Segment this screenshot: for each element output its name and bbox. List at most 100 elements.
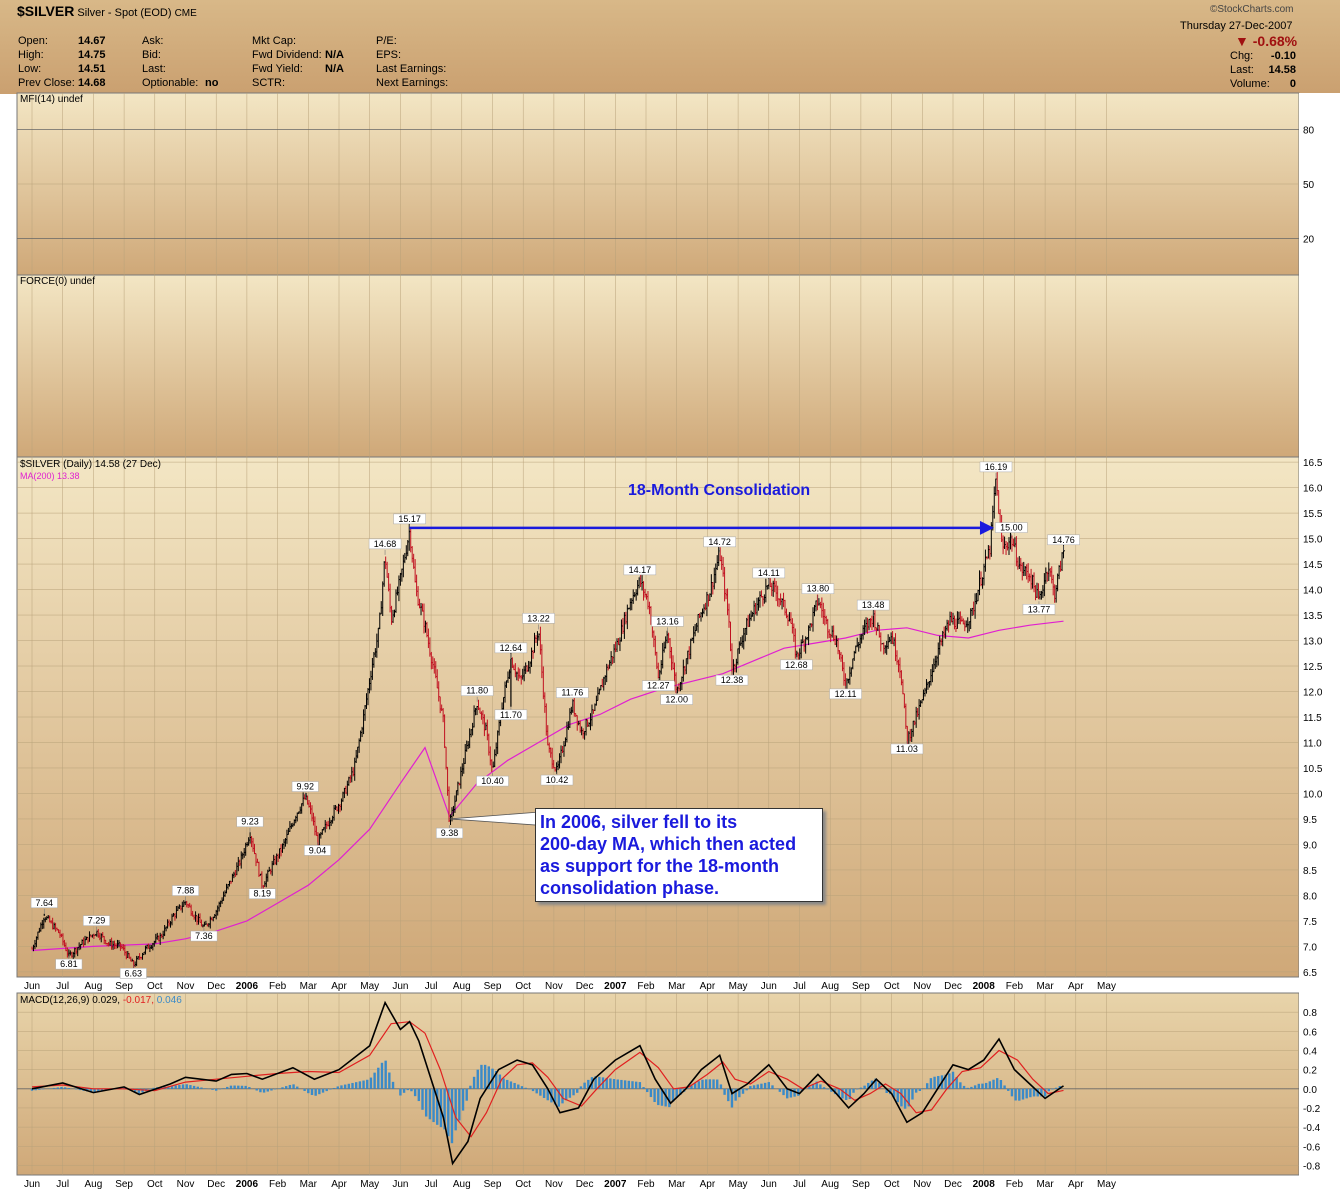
- macd-histogram-bar: [517, 1084, 520, 1089]
- macd-histogram-bar: [752, 1085, 756, 1089]
- macd-histogram-bar: [288, 1084, 292, 1089]
- macd-histogram-bar: [598, 1076, 601, 1089]
- x-tick-label-macd: Jul: [425, 1179, 438, 1190]
- macd-histogram-bar: [646, 1088, 649, 1093]
- macd-histogram-bar: [443, 1088, 446, 1130]
- macd-histogram-bar: [1025, 1088, 1028, 1099]
- price-y-tick-label: 14.5: [1303, 560, 1323, 571]
- macd-histogram-bar: [1036, 1088, 1039, 1097]
- macd-histogram-bar: [97, 1088, 100, 1092]
- macd-histogram-bar: [605, 1077, 608, 1089]
- macd-histogram-bar: [259, 1088, 262, 1093]
- macd-histogram-bar: [723, 1088, 726, 1095]
- price-y-tick-label: 10.0: [1303, 789, 1323, 800]
- annotation-callout: In 2006, silver fell to its 200-day MA, …: [535, 808, 823, 902]
- point-label: 14.72: [708, 537, 731, 547]
- macd-histogram-bar: [233, 1085, 236, 1089]
- macd-y-tick-label: -0.4: [1303, 1123, 1321, 1134]
- symbol: $SILVER: [17, 3, 75, 19]
- macd-histogram-bar: [170, 1086, 174, 1089]
- macd-histogram-bar: [914, 1088, 918, 1093]
- x-tick-label-macd: Aug: [821, 1179, 839, 1190]
- point-label-box: [829, 688, 862, 700]
- macd-histogram-bar: [461, 1088, 465, 1111]
- macd-histogram-bar: [1051, 1088, 1054, 1090]
- macd-histogram-bar: [30, 1088, 34, 1091]
- macd-histogram-bar: [476, 1069, 479, 1089]
- x-tick-label-macd: Jun: [392, 1179, 408, 1190]
- low-value: 14.51: [78, 63, 106, 75]
- macd-histogram-bar: [863, 1085, 866, 1089]
- price-y-tick-label: 9.0: [1303, 840, 1317, 851]
- macd-histogram-bar: [542, 1088, 546, 1098]
- macd-histogram-bar: [561, 1088, 564, 1104]
- macd-histogram-bar: [568, 1088, 572, 1098]
- macd-histogram-bar: [786, 1088, 789, 1099]
- annotation-line-4: consolidation phase.: [540, 878, 720, 898]
- chg-label: Chg:: [1230, 50, 1254, 62]
- x-tick-label-price: Apr: [700, 981, 716, 992]
- mfi-y-tick-label: 20: [1303, 235, 1315, 246]
- point-label-box: [715, 674, 749, 686]
- annotation-layer: [409, 520, 994, 827]
- macd-histogram-bar: [506, 1079, 509, 1089]
- x-tick-label-macd: Jun: [24, 1179, 40, 1190]
- macd-histogram-bar: [594, 1076, 597, 1089]
- macd-histogram-bar: [89, 1088, 93, 1093]
- point-label-box: [55, 958, 83, 970]
- optionable-value: no: [205, 77, 219, 89]
- macd-histogram-bar: [52, 1087, 56, 1089]
- point-label: 12.64: [500, 643, 523, 653]
- macd-histogram-bar: [657, 1088, 660, 1106]
- macd-histogram-bar: [756, 1084, 759, 1089]
- macd-histogram-bar: [373, 1072, 376, 1089]
- macd-histogram-bar: [749, 1086, 752, 1089]
- macd-histogram-bar: [693, 1083, 697, 1089]
- macd-histogram-bar: [1054, 1087, 1058, 1089]
- x-tick-label-price: Oct: [515, 981, 531, 992]
- x-tick-label-macd: Feb: [637, 1179, 655, 1190]
- macd-histogram-bar: [697, 1081, 701, 1089]
- macd-histogram-bar: [483, 1064, 487, 1089]
- macd-histogram-bar: [660, 1088, 664, 1106]
- point-label: 14.17: [629, 565, 652, 575]
- x-tick-label-macd: Mar: [668, 1179, 686, 1190]
- macd-histogram-bar: [178, 1084, 181, 1089]
- point-label-box: [660, 694, 693, 705]
- fwd-yield-label: Fwd Yield:: [252, 63, 303, 75]
- macd-histogram-bar: [270, 1088, 273, 1091]
- macd-histogram-bar: [738, 1088, 741, 1098]
- sctr-label: SCTR:: [252, 77, 285, 89]
- x-tick-label-macd: May: [1097, 1179, 1116, 1190]
- x-tick-label-macd: Dec: [944, 1179, 962, 1190]
- point-label-box: [368, 538, 402, 550]
- macd-histogram-bar: [874, 1078, 877, 1089]
- macd-histogram-bar: [340, 1085, 343, 1089]
- macd-histogram-bar: [60, 1087, 63, 1089]
- axis-labels-layer: Jun Jun Jul Jul Aug Aug Sep Sep Oct Oct Nov Nov Dec D…: [24, 125, 1323, 1190]
- price-y-tick-label: 15.5: [1303, 509, 1323, 520]
- macd-histogram-bar: [531, 1088, 535, 1092]
- macd-histogram-bar: [962, 1085, 966, 1089]
- macd-histogram-bar: [631, 1081, 634, 1089]
- macd-histogram-bar: [793, 1088, 796, 1097]
- x-tick-label-price: Jun: [392, 981, 408, 992]
- x-tick-label-macd: Sep: [484, 1179, 502, 1190]
- point-label-box: [476, 775, 509, 787]
- macd-histogram-bar: [1043, 1088, 1047, 1097]
- point-label-box: [995, 522, 1028, 533]
- macd-histogram-bar: [634, 1081, 638, 1089]
- price-y-tick-label: 15.0: [1303, 535, 1323, 546]
- point-label: 11.70: [500, 710, 522, 720]
- x-tick-label-macd: 2006: [236, 1179, 259, 1190]
- point-label-box: [1022, 604, 1056, 615]
- macd-histogram-bar: [465, 1088, 468, 1101]
- point-label-box: [752, 567, 786, 579]
- point-label-box: [651, 616, 684, 627]
- macd-histogram-bar: [867, 1082, 870, 1089]
- price-panel-title: $SILVER (Daily) 14.58 (27 Dec): [20, 459, 161, 470]
- macd-histogram-bar: [973, 1085, 977, 1089]
- macd-histogram-bar: [472, 1076, 476, 1089]
- macd-histogram-bar: [181, 1084, 185, 1089]
- macd-histogram-bar: [815, 1081, 818, 1089]
